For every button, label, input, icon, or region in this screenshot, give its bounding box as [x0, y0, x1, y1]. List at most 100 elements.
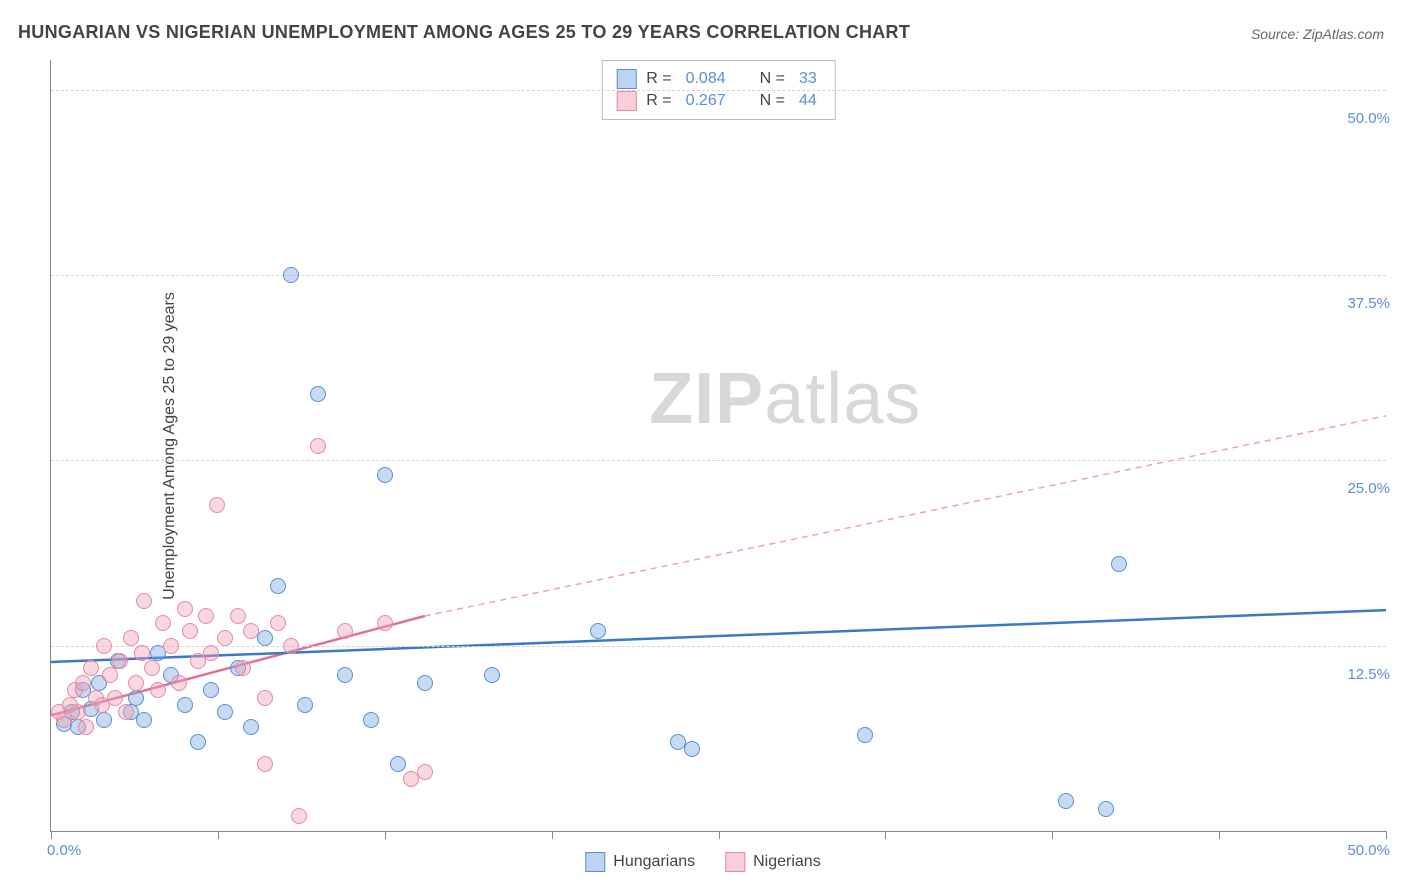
nigerian-point [96, 638, 112, 654]
nigerian-point [70, 704, 86, 720]
nigerian-point [150, 682, 166, 698]
x-tick [719, 831, 720, 839]
gridline [51, 460, 1386, 461]
hungarian-point [96, 712, 112, 728]
legend-swatch [585, 852, 605, 872]
nigerian-point [144, 660, 160, 676]
nigerian-point [118, 704, 134, 720]
y-tick-label: 50.0% [1320, 110, 1390, 127]
hungarian-point [484, 667, 500, 683]
hungarian-point [190, 734, 206, 750]
nigerian-point [75, 675, 91, 691]
x-tick [552, 831, 553, 839]
legend-r-label: R = [646, 92, 671, 110]
nigerian-point [78, 719, 94, 735]
nigerian-point [136, 593, 152, 609]
legend-n-label: N = [760, 70, 785, 88]
source-prefix: Source: [1251, 26, 1303, 42]
legend-r-label: R = [646, 70, 671, 88]
nigerian-point [128, 675, 144, 691]
nigerian-point [155, 615, 171, 631]
nigerian-point [291, 808, 307, 824]
hungarian-point [590, 623, 606, 639]
legend-n-label: N = [760, 92, 785, 110]
legend-swatch [616, 91, 636, 111]
plot-area: ZIPatlas R =0.084N =33R =0.267N =44 0.0%… [50, 60, 1386, 832]
hungarian-point [128, 690, 144, 706]
hungarian-point [684, 741, 700, 757]
hungarian-point [1058, 793, 1074, 809]
hungarian-point [417, 675, 433, 691]
hungarian-point [297, 697, 313, 713]
series-legend-item: Nigerians [725, 852, 821, 872]
trend-line [425, 416, 1386, 616]
nigerian-point [177, 601, 193, 617]
nigerian-point [257, 690, 273, 706]
nigerian-point [310, 438, 326, 454]
gridline [51, 646, 1386, 647]
hungarian-point [310, 386, 326, 402]
source-attribution: Source: ZipAtlas.com [1251, 26, 1384, 42]
hungarian-point [377, 467, 393, 483]
nigerian-point [198, 608, 214, 624]
hungarian-point [177, 697, 193, 713]
legend-n-value: 44 [799, 92, 817, 110]
legend-r-value: 0.267 [686, 92, 726, 110]
legend-swatch [616, 69, 636, 89]
nigerian-point [235, 660, 251, 676]
nigerian-point [337, 623, 353, 639]
y-tick-label: 12.5% [1320, 666, 1390, 683]
gridline [51, 275, 1386, 276]
y-tick-label: 25.0% [1320, 480, 1390, 497]
gridline [51, 90, 1386, 91]
nigerian-point [270, 615, 286, 631]
x-axis-max-label: 50.0% [1347, 842, 1390, 859]
series-legend-label: Nigerians [753, 853, 821, 871]
x-tick [385, 831, 386, 839]
nigerian-point [182, 623, 198, 639]
nigerian-point [134, 645, 150, 661]
nigerian-point [163, 638, 179, 654]
nigerian-point [107, 690, 123, 706]
nigerian-point [283, 638, 299, 654]
nigerian-point [243, 623, 259, 639]
hungarian-point [1111, 556, 1127, 572]
series-legend-label: Hungarians [613, 853, 695, 871]
series-legend-item: Hungarians [585, 852, 695, 872]
nigerian-point [209, 497, 225, 513]
legend-r-value: 0.084 [686, 70, 726, 88]
hungarian-point [390, 756, 406, 772]
x-tick [51, 831, 52, 839]
hungarian-point [363, 712, 379, 728]
legend-n-value: 33 [799, 70, 817, 88]
legend-swatch [725, 852, 745, 872]
series-legend: Hungarians Nigerians [585, 852, 820, 872]
hungarian-point [217, 704, 233, 720]
nigerian-point [257, 756, 273, 772]
nigerian-point [417, 764, 433, 780]
hungarian-point [270, 578, 286, 594]
hungarian-point [1098, 801, 1114, 817]
legend-row: R = 0.267 N = 44 [616, 91, 821, 111]
nigerian-point [102, 667, 118, 683]
nigerian-point [123, 630, 139, 646]
nigerian-point [230, 608, 246, 624]
hungarian-point [203, 682, 219, 698]
x-tick [1386, 831, 1387, 839]
nigerian-point [217, 630, 233, 646]
nigerian-point [203, 645, 219, 661]
nigerian-point [171, 675, 187, 691]
x-axis-min-label: 0.0% [47, 842, 81, 859]
x-tick [1219, 831, 1220, 839]
hungarian-point [283, 267, 299, 283]
hungarian-point [243, 719, 259, 735]
nigerian-point [377, 615, 393, 631]
nigerian-point [112, 653, 128, 669]
trend-lines-layer [51, 60, 1386, 831]
x-tick [885, 831, 886, 839]
legend-row: R = 0.084 N = 33 [616, 69, 821, 89]
nigerian-point [83, 660, 99, 676]
chart-title: HUNGARIAN VS NIGERIAN UNEMPLOYMENT AMONG… [18, 22, 910, 43]
y-tick-label: 37.5% [1320, 295, 1390, 312]
x-tick [218, 831, 219, 839]
